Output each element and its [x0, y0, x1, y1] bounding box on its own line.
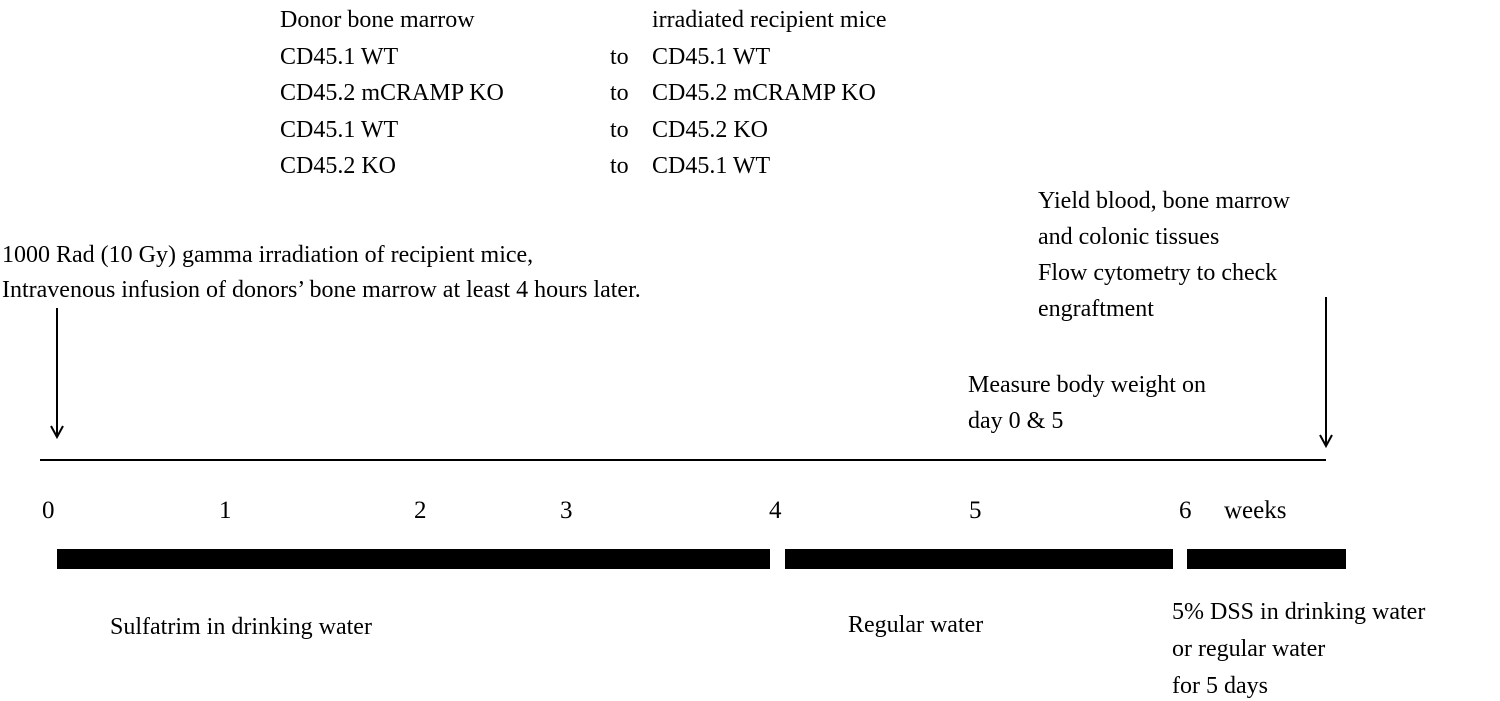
- header-spacer: [610, 2, 652, 39]
- tick-label-week-3: 3: [560, 497, 573, 524]
- recipient-column-header: irradiated recipient mice: [652, 7, 887, 33]
- treatment-bar-dss: [1187, 549, 1346, 569]
- weeks-unit-label: weeks: [1224, 497, 1287, 524]
- recipient-cell: CD45.2 KO: [652, 116, 769, 143]
- irradiation-note-line-2: Intravenous infusion of donors’ bone mar…: [2, 277, 641, 303]
- donor-cell: CD45.2 KO: [280, 153, 397, 179]
- to-connector: to: [610, 153, 629, 179]
- treatment-bar-regular-water: [785, 549, 1173, 569]
- tick-label-week-4: 4: [769, 497, 782, 524]
- transplant-table: Donor bone marrow irradiated recipient m…: [280, 2, 887, 185]
- harvest-note-line-1: Yield blood, bone marrow: [1038, 188, 1290, 214]
- donor-cell: CD45.1 WT: [280, 43, 399, 70]
- body-weight-note-line-2: day 0 & 5: [968, 408, 1064, 434]
- recipient-cell: CD45.1 WT: [652, 43, 771, 70]
- harvest-note-line-4: engraftment: [1038, 296, 1154, 322]
- irradiation-note: 1000 Rad (10 Gy) gamma irradiation of re…: [2, 238, 641, 308]
- to-connector: to: [610, 43, 629, 70]
- body-weight-note: Measure body weight on day 0 & 5: [968, 367, 1206, 439]
- treatment-bar-sulfatrim: [57, 549, 770, 569]
- to-connector: to: [610, 80, 629, 106]
- donor-cell: CD45.1 WT: [280, 116, 399, 143]
- down-arrow-icon-irradiation: [50, 308, 64, 440]
- tick-label-week-5: 5: [969, 497, 982, 524]
- tick-label-week-0: 0: [42, 497, 55, 524]
- recipient-cell: CD45.2 mCRAMP KO: [652, 80, 876, 106]
- donor-column-header: Donor bone marrow: [280, 7, 475, 33]
- to-connector: to: [610, 116, 629, 143]
- irradiation-note-line-1: 1000 Rad (10 Gy) gamma irradiation of re…: [2, 242, 534, 268]
- tick-label-week-6: 6: [1179, 497, 1192, 524]
- dss-label-line-3: for 5 days: [1172, 673, 1268, 699]
- dss-label: 5% DSS in drinking water or regular wate…: [1172, 594, 1425, 701]
- harvest-note: Yield blood, bone marrow and colonic tis…: [1038, 183, 1290, 327]
- tick-label-week-1: 1: [219, 497, 232, 524]
- harvest-note-line-3: Flow cytometry to check: [1038, 260, 1278, 286]
- dss-label-line-2: or regular water: [1172, 636, 1326, 662]
- tick-label-week-2: 2: [414, 497, 427, 524]
- body-weight-note-line-1: Measure body weight on: [968, 372, 1206, 398]
- recipient-cell: CD45.1 WT: [652, 153, 771, 179]
- regular-water-label: Regular water: [848, 612, 984, 638]
- sulfatrim-label: Sulfatrim in drinking water: [110, 614, 372, 640]
- down-arrow-icon-harvest: [1319, 297, 1333, 449]
- timeline-axis: [40, 459, 1326, 461]
- donor-cell: CD45.2 mCRAMP KO: [280, 80, 504, 106]
- timeline-ticks: 0 1 2 3 4 5 6 weeks: [0, 497, 1500, 527]
- harvest-note-line-2: and colonic tissues: [1038, 224, 1220, 250]
- dss-label-line-1: 5% DSS in drinking water: [1172, 599, 1426, 625]
